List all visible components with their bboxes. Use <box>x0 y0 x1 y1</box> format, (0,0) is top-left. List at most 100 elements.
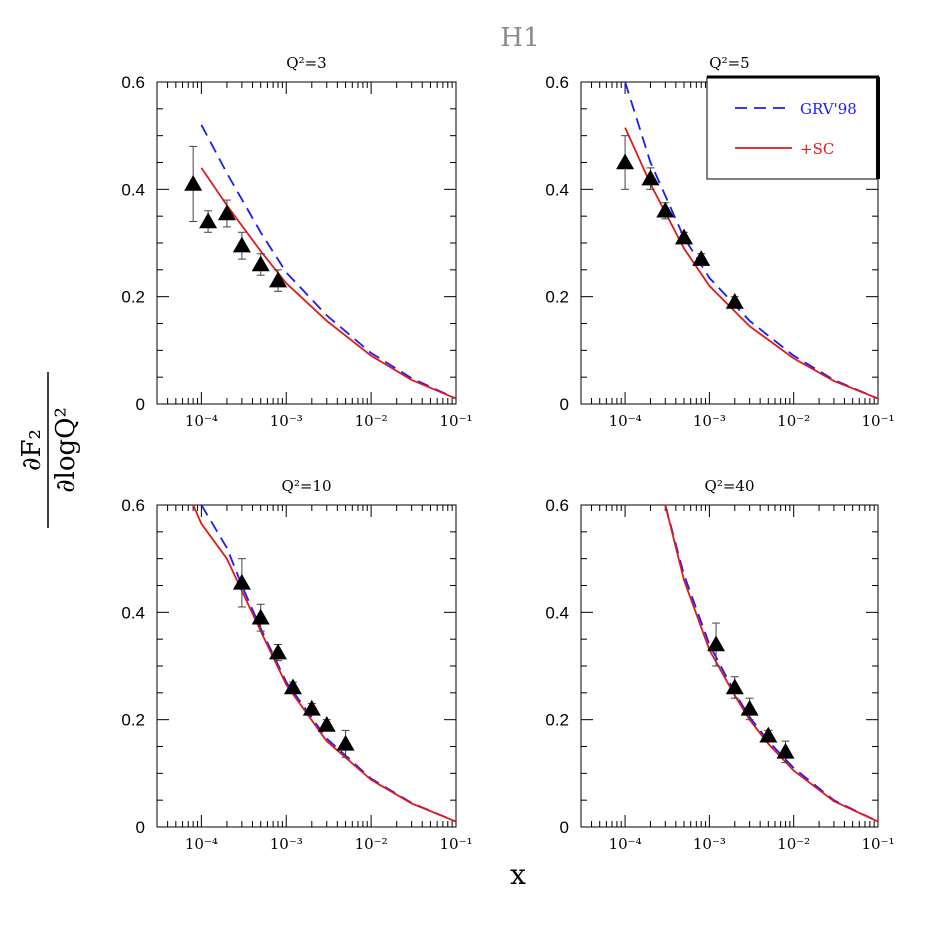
data-point <box>641 167 660 190</box>
panel-0: Q²=3 10⁻⁴ 10⁻³ 10⁻² 10⁻¹ 0 0.2 0.4 0.6 <box>121 54 472 430</box>
x-tick-label: 10⁻⁴ <box>185 412 218 430</box>
triangle-marker <box>232 573 251 590</box>
data-point <box>251 253 270 276</box>
y-tick-label: 0 <box>560 395 569 414</box>
triangle-marker <box>675 228 694 245</box>
triangle-marker <box>336 734 355 751</box>
y-tick-label: 0.2 <box>545 711 569 730</box>
panel-title: Q²=5 <box>709 54 749 72</box>
data-point <box>336 729 355 758</box>
data-point <box>740 697 759 721</box>
panels: Q²=3 10⁻⁴ 10⁻³ 10⁻² 10⁻¹ 0 0.2 0.4 0.6 Q²=5 10⁻⁴ 10… <box>121 54 894 853</box>
data-point <box>217 199 236 228</box>
triangle-marker <box>317 716 336 732</box>
x-axis-label: x <box>510 858 526 891</box>
legend-label-sc: +SC <box>800 140 834 158</box>
data-point <box>232 558 251 608</box>
plot-frame <box>580 504 879 828</box>
x-tick-label: 10⁻¹ <box>439 835 472 853</box>
panel-title: Q²=40 <box>705 477 755 495</box>
plot-frame <box>156 504 457 828</box>
x-tick-label: 10⁻³ <box>693 835 726 853</box>
series-grv98 <box>200 124 457 400</box>
x-tick-label: 10⁻² <box>355 835 388 853</box>
data-point <box>656 201 675 220</box>
x-tick-label: 10⁻¹ <box>861 835 894 853</box>
y-tick-label: 0 <box>560 818 569 837</box>
x-tick-label: 10⁻² <box>355 412 388 430</box>
y-axis-label-numerator: ∂F₂ <box>17 429 47 471</box>
y-tick-label: 0 <box>136 818 145 837</box>
x-tick-label: 10⁻² <box>777 835 810 853</box>
triangle-marker <box>725 678 744 695</box>
triangle-marker <box>776 742 795 759</box>
data-point <box>232 231 251 260</box>
data-point <box>776 740 795 764</box>
x-tick-label: 10⁻⁴ <box>609 835 642 853</box>
triangle-marker <box>232 236 251 253</box>
triangle-marker <box>725 293 744 309</box>
data-point <box>725 676 744 699</box>
y-tick-label: 0.2 <box>121 288 145 307</box>
plot-frame <box>156 81 457 405</box>
y-tick-label: 0.2 <box>121 711 145 730</box>
data-point <box>199 210 218 233</box>
y-tick-label: 0.4 <box>121 603 145 622</box>
data-point <box>616 135 635 190</box>
data-point <box>283 678 302 695</box>
triangle-marker <box>269 271 288 288</box>
series-sc <box>200 167 457 400</box>
x-tick-label: 10⁻⁴ <box>185 835 218 853</box>
x-tick-label: 10⁻³ <box>270 835 303 853</box>
y-axis-label: ∂F₂ ∂logQ² <box>17 372 81 528</box>
triangle-marker <box>217 204 236 221</box>
x-tick-label: 10⁻² <box>777 412 810 430</box>
legend: GRV'98 +SC <box>706 75 880 180</box>
triangle-marker <box>759 726 778 743</box>
data-point <box>251 603 270 632</box>
data-point <box>692 250 711 266</box>
triangle-marker <box>707 635 726 652</box>
triangle-marker <box>692 250 711 266</box>
data-point <box>269 269 288 292</box>
y-tick-label: 0.4 <box>545 180 569 199</box>
data-point <box>269 643 288 662</box>
y-tick-label: 0.6 <box>545 496 569 515</box>
series-grv98 <box>664 504 879 823</box>
data-point <box>317 716 336 732</box>
series-sc <box>664 504 879 823</box>
triangle-marker <box>269 643 288 660</box>
x-tick-label: 10⁻⁴ <box>609 412 642 430</box>
triangle-marker <box>656 201 675 218</box>
panel-title: Q²=3 <box>286 54 326 72</box>
x-tick-label: 10⁻³ <box>693 412 726 430</box>
y-tick-label: 0.6 <box>121 496 145 515</box>
triangle-marker <box>302 699 321 716</box>
triangle-marker <box>251 255 270 272</box>
y-tick-label: 0 <box>136 395 145 414</box>
data-point <box>707 622 726 667</box>
y-axis-label-denominator: ∂logQ² <box>51 407 81 493</box>
series-sc <box>192 504 457 823</box>
triangle-marker <box>199 212 218 229</box>
figure-title: H1 <box>500 23 539 53</box>
data-point <box>302 699 321 716</box>
panel-3: Q²=40 10⁻⁴ 10⁻³ 10⁻² 10⁻¹ 0 0.2 0.4 0.6 <box>545 477 894 853</box>
y-tick-label: 0.4 <box>121 180 145 199</box>
x-tick-label: 10⁻¹ <box>861 412 894 430</box>
legend-box <box>706 76 879 180</box>
triangle-marker <box>616 153 635 170</box>
panel-1: Q²=5 10⁻⁴ 10⁻³ 10⁻² 10⁻¹ 0 0.2 0.4 0.6 <box>545 54 894 430</box>
triangle-marker <box>641 169 660 186</box>
x-tick-label: 10⁻¹ <box>439 412 472 430</box>
panel-title: Q²=10 <box>282 477 332 495</box>
x-tick-label: 10⁻³ <box>270 412 303 430</box>
data-point <box>184 145 203 223</box>
triangle-marker <box>184 174 203 191</box>
legend-label-grv98: GRV'98 <box>800 100 857 118</box>
y-tick-label: 0.6 <box>545 73 569 92</box>
y-tick-label: 0.6 <box>121 73 145 92</box>
data-point <box>759 726 778 743</box>
data-point <box>725 293 744 309</box>
